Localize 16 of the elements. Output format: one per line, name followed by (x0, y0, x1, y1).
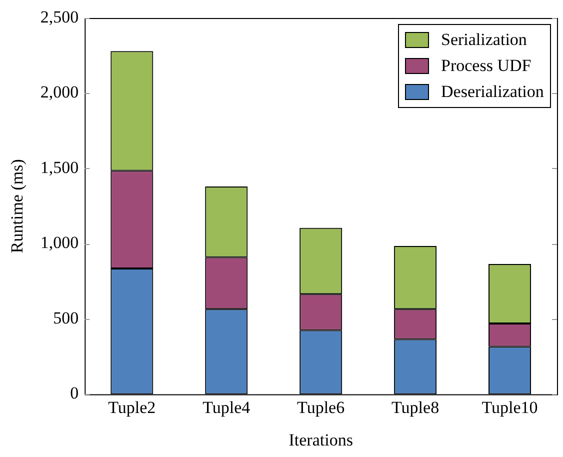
legend-label: Deserialization (441, 82, 544, 102)
x-tick-label: Tuple8 (392, 398, 440, 417)
x-tick-label: Tuple4 (202, 398, 251, 417)
y-tick-label: 0 (70, 384, 79, 403)
y-tick-label: 500 (53, 308, 79, 328)
y-tick-label: 1,000 (40, 233, 79, 252)
y-tick-label: 1,500 (40, 158, 79, 177)
legend-label: Serialization (441, 30, 527, 50)
x-tick-label: Tuple10 (482, 398, 538, 417)
y-axis-title: Runtime (ms) (8, 159, 27, 254)
x-tick-label: Tuple6 (297, 398, 345, 417)
y-tick-label: 2,000 (40, 82, 79, 102)
legend-label: Process UDF (441, 56, 532, 76)
x-tick-label: Tuple2 (108, 398, 156, 417)
x-axis-title: Iterations (288, 430, 353, 450)
y-tick-label: 2,500 (40, 7, 79, 26)
